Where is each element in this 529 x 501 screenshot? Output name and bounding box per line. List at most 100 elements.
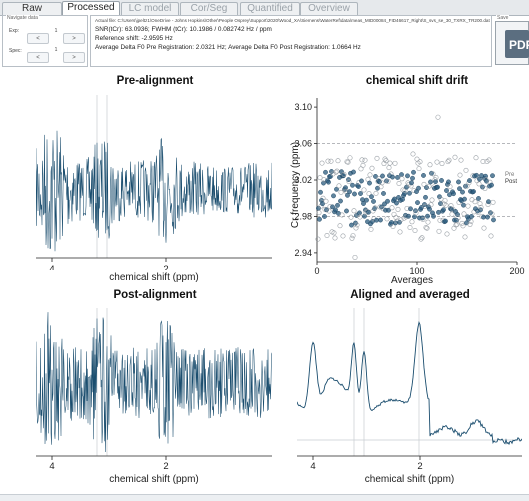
drift-point-post <box>436 209 441 215</box>
save-pdf-label: PDF <box>509 38 529 52</box>
navigate-panel-title: Navigate data <box>6 15 39 21</box>
drift-point-pre <box>458 157 464 163</box>
drift-point-post <box>334 186 339 192</box>
drift-point-pre <box>320 195 326 201</box>
drift-point-pre <box>331 230 337 236</box>
drift-point-post <box>369 194 374 200</box>
drift-point-pre <box>353 225 359 231</box>
drift-point-post <box>358 191 363 196</box>
drift-point-pre <box>366 191 372 197</box>
drift-point-pre <box>324 232 330 238</box>
drift-point-pre <box>477 201 483 207</box>
post-tick-2: 2 <box>163 461 168 472</box>
drift-point-post <box>350 182 355 188</box>
drift-point-post <box>431 213 436 219</box>
drift-point-pre <box>362 157 368 163</box>
drift-point-pre <box>442 198 448 204</box>
drift-point-post <box>364 197 369 203</box>
drift-point-pre <box>435 114 441 120</box>
drift-point-pre <box>447 184 453 190</box>
drift-point-pre <box>467 221 473 227</box>
tab-lc-model[interactable]: LC model <box>121 2 179 15</box>
avg-xlabel: chemical shift (ppm) <box>364 474 455 485</box>
avg-tick-2: 2 <box>417 461 422 472</box>
drift-point-pre <box>340 233 346 239</box>
drift-ytick-label: 2.94 <box>294 248 312 258</box>
drift-point-pre <box>489 211 495 217</box>
pre-alignment-trace <box>36 130 272 252</box>
drift-point-pre <box>463 167 469 173</box>
drift-point-pre <box>391 211 397 217</box>
drift-point-pre <box>385 178 391 184</box>
pre-alignment-plot: 4 2 <box>36 95 272 270</box>
drift-point-pre <box>451 225 457 231</box>
drift-point-pre <box>336 183 342 189</box>
subspec-value: 1 <box>54 47 58 53</box>
drift-point-post <box>324 207 329 213</box>
drift-point-post <box>339 169 344 175</box>
drift-point-post <box>367 180 372 186</box>
drift-point-pre <box>488 233 494 239</box>
info-panel: Actual file: C:\Users\jpeltz1\OneDrive -… <box>90 15 492 67</box>
drift-point-pre <box>369 165 375 171</box>
drift-point-post <box>344 208 349 214</box>
tab-processed[interactable]: Processed <box>62 1 120 16</box>
pdf-icon <box>505 30 529 58</box>
save-pdf-button[interactable]: PDF <box>495 21 529 65</box>
drift-point-pre <box>420 217 426 223</box>
drift-point-pre <box>454 221 460 227</box>
subspec-prev-button[interactable]: < <box>27 52 49 63</box>
status-bar <box>0 494 529 501</box>
drift-point-post <box>394 200 399 206</box>
drift-point-pre <box>384 216 390 222</box>
drift-point-pre <box>348 214 354 220</box>
drift-point-post <box>444 188 449 193</box>
drift-point-post <box>424 185 429 190</box>
drift-point-post <box>345 192 350 198</box>
pre-tick-2: 2 <box>163 264 168 270</box>
drift-point-pre <box>386 165 392 171</box>
drift-point-post <box>317 216 322 222</box>
drift-point-post <box>457 186 462 192</box>
drift-point-pre <box>473 155 479 161</box>
drift-point-pre <box>344 159 350 165</box>
drift-point-pre <box>345 159 351 165</box>
tab-cor-seg[interactable]: Cor/Seg <box>180 2 238 15</box>
drift-point-pre <box>453 222 459 228</box>
drift-ytick-label: 2.98 <box>294 211 312 221</box>
drift-point-post <box>377 179 382 185</box>
drift-point-post <box>441 207 446 213</box>
drift-point-post <box>392 196 397 202</box>
exp-next-button[interactable]: > <box>63 33 85 44</box>
pre-alignment-title: Pre-alignment <box>116 75 194 87</box>
drift-point-pre <box>480 159 486 165</box>
drift-point-pre <box>412 227 418 233</box>
drift-point-pre <box>490 199 496 205</box>
subspec-next-button[interactable]: > <box>63 52 85 63</box>
drift-point-pre <box>392 160 398 166</box>
drift-point-post <box>471 189 476 194</box>
drift-ylabel: Cr frequency (ppm) <box>290 142 301 228</box>
drift-point-pre <box>373 190 379 196</box>
drift-point-pre <box>315 236 321 242</box>
tab-raw[interactable]: Raw <box>2 2 62 15</box>
drift-point-pre <box>486 157 492 163</box>
drift-point-post <box>449 206 454 212</box>
drift-point-post <box>397 219 402 225</box>
drift-point-pre <box>316 210 322 216</box>
drift-point-pre <box>433 174 439 180</box>
drift-point-post <box>380 173 385 179</box>
drift-point-pre <box>428 202 434 208</box>
drift-point-post <box>395 174 400 180</box>
drift-point-pre <box>452 154 458 160</box>
drift-point-post <box>382 201 387 207</box>
exp-prev-button[interactable]: < <box>27 33 49 44</box>
drift-point-post <box>469 214 474 219</box>
delta-f0-text: Average Delta F0 Pre Registration: 2.032… <box>95 44 361 51</box>
drift-point-post <box>374 217 379 223</box>
drift-point-post <box>462 196 467 202</box>
tab-overview[interactable]: Overview <box>300 2 358 15</box>
tab-quantified[interactable]: Quantified <box>240 2 300 15</box>
drift-point-pre <box>427 162 433 168</box>
drift-point-pre <box>478 204 484 210</box>
